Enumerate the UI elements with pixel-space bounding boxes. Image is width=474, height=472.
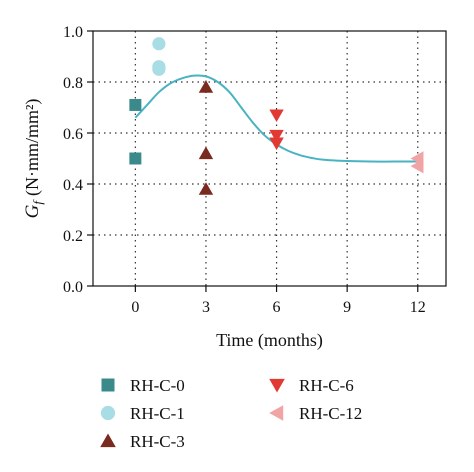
x-tick-label: 3	[202, 299, 210, 316]
legend-label: RH-C-12	[299, 404, 362, 423]
legend-item-rh-c-12: RH-C-12	[269, 404, 362, 423]
legend-item-rh-c-0: RH-C-0	[101, 376, 185, 395]
data-point-rh-c-6	[269, 137, 284, 151]
data-point-rh-c-12	[410, 158, 424, 174]
legend-marker-rh-c-1	[100, 405, 116, 421]
data-point-rh-c-3	[198, 146, 214, 160]
data-point-rh-c-1	[152, 37, 166, 51]
legend-item-rh-c-3: RH-C-3	[100, 432, 185, 451]
y-tick-label: 1.0	[63, 24, 83, 41]
grid-layer	[93, 31, 446, 286]
x-tick-label: 6	[273, 299, 281, 316]
legend-label: RH-C-6	[299, 376, 354, 395]
y-tick-label: 0.4	[63, 177, 83, 194]
y-tick-label: 0.0	[63, 279, 83, 296]
data-point-rh-c-6	[269, 109, 284, 123]
y-axis-symbol: G	[22, 204, 43, 218]
marker-layer	[129, 37, 424, 195]
legend-marker-rh-c-0	[101, 378, 115, 392]
x-axis-title: Time (months)	[216, 330, 323, 351]
y-axis-unit: (N·mm/mm²)	[22, 99, 43, 196]
legend-label: RH-C-1	[130, 404, 185, 423]
y-tick-label: 0.6	[63, 126, 83, 143]
data-point-rh-c-0	[129, 98, 142, 111]
fit-curve	[134, 74, 418, 163]
legend-item-rh-c-6: RH-C-6	[269, 376, 354, 395]
data-point-rh-c-6	[269, 129, 284, 143]
tick-layer: 0 3 6 9 12 0.0 0.2 0.4 0.6 0.8 1.0	[63, 24, 426, 316]
legend-marker-rh-c-12	[269, 405, 284, 421]
y-axis-title: Gf (N·mm/mm²)	[22, 99, 45, 219]
legend-marker-rh-c-6	[269, 378, 285, 393]
y-axis-subscript: f	[30, 199, 45, 205]
legend-item-rh-c-1: RH-C-1	[100, 404, 185, 423]
data-point-rh-c-3	[198, 182, 214, 195]
legend-marker-rh-c-3	[100, 433, 116, 448]
plot-frame	[92, 30, 447, 287]
legend-label: RH-C-0	[130, 376, 185, 395]
x-tick-label: 12	[410, 299, 426, 316]
legend: RH-C-0 RH-C-1 RH-C-3 RH-C-6 RH-C-12	[100, 376, 362, 451]
x-tick-label: 9	[343, 299, 351, 316]
legend-label: RH-C-3	[130, 432, 185, 451]
x-tick-label: 0	[131, 299, 139, 316]
y-tick-label: 0.2	[63, 228, 83, 245]
data-point-rh-c-0	[129, 152, 142, 165]
data-point-rh-c-1	[152, 62, 166, 76]
y-tick-label: 0.8	[63, 75, 83, 92]
data-point-rh-c-3	[198, 80, 214, 93]
fit-curve-layer	[134, 74, 418, 163]
